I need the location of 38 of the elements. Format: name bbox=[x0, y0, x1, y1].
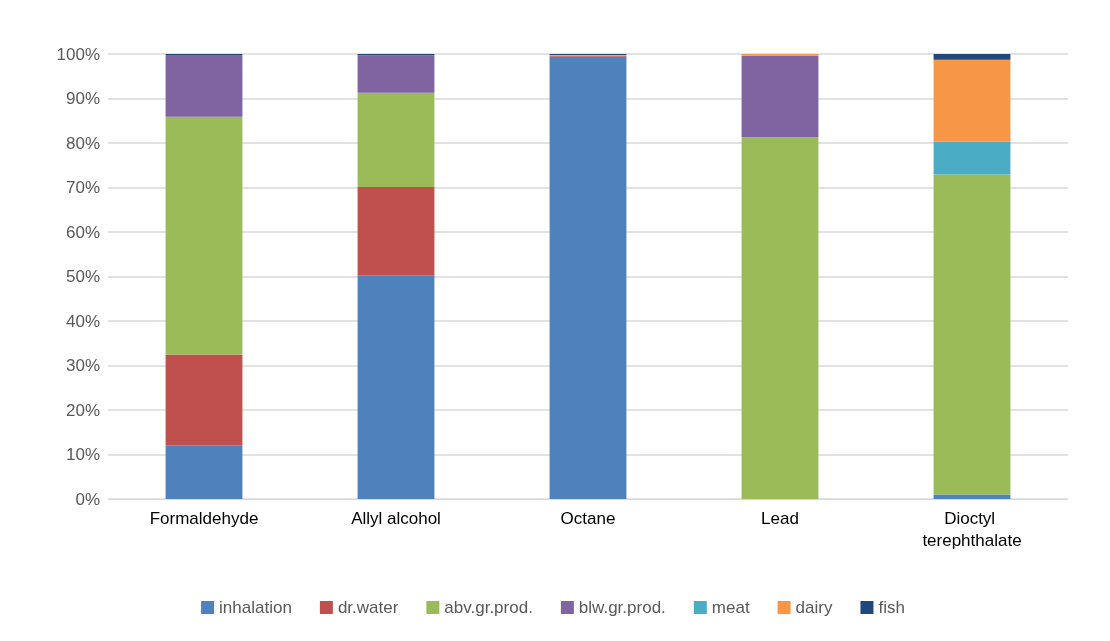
legend-label: dairy bbox=[795, 598, 833, 617]
x-tick-label: Dioctyl terephthalate bbox=[922, 508, 1022, 550]
y-tick-label: 90% bbox=[65, 89, 100, 108]
legend-label: inhalation bbox=[219, 598, 292, 617]
x-tick-label: Lead bbox=[761, 508, 799, 528]
legend-label: meat bbox=[711, 598, 750, 617]
y-tick-label: 0% bbox=[75, 489, 100, 509]
y-tick-label: 30% bbox=[65, 356, 100, 375]
y-tick-label: 40% bbox=[65, 311, 100, 331]
x-tick-label: Formaldehyde bbox=[149, 508, 259, 528]
bar bbox=[357, 187, 435, 276]
bar bbox=[165, 116, 243, 355]
bar bbox=[357, 55, 435, 93]
bar bbox=[165, 445, 243, 499]
bar bbox=[933, 59, 1011, 142]
legend-label: abv.gr.prod. bbox=[444, 598, 533, 617]
legend-label: fish bbox=[878, 598, 905, 617]
bar bbox=[741, 137, 819, 499]
y-tick-label: 80% bbox=[65, 133, 100, 153]
x-tick-label: Allyl alcohol bbox=[351, 508, 441, 528]
y-tick-label: 100% bbox=[56, 44, 100, 64]
y-tick-label: 20% bbox=[65, 400, 100, 420]
bar bbox=[357, 275, 435, 499]
bar bbox=[165, 354, 243, 446]
bar bbox=[933, 54, 1011, 60]
bar bbox=[933, 141, 1011, 175]
legend-label: blw.gr.prod. bbox=[578, 598, 666, 617]
bar bbox=[549, 56, 627, 499]
y-tick-label: 70% bbox=[65, 178, 100, 197]
bar bbox=[933, 174, 1011, 495]
x-tick-label: Octane bbox=[560, 508, 616, 528]
legend-label: dr.water bbox=[337, 598, 399, 617]
y-tick-label: 10% bbox=[65, 445, 100, 464]
y-tick-label: 60% bbox=[65, 222, 100, 242]
bar bbox=[741, 55, 819, 138]
y-tick-label: 50% bbox=[65, 267, 100, 286]
bar bbox=[165, 54, 243, 117]
bar bbox=[357, 92, 435, 188]
